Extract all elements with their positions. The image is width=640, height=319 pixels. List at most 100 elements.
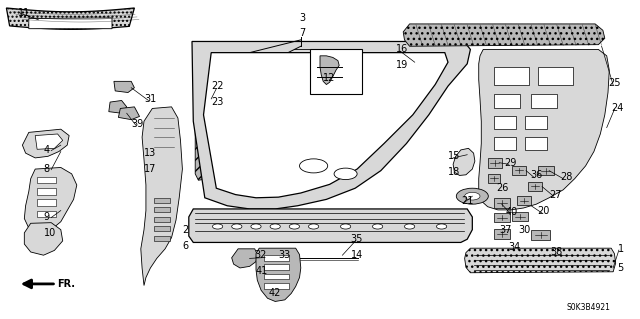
Text: 40: 40 xyxy=(506,207,518,217)
Text: 8: 8 xyxy=(44,164,50,174)
Circle shape xyxy=(251,224,261,229)
Text: 35: 35 xyxy=(351,234,363,244)
Text: 26: 26 xyxy=(496,183,508,193)
Text: FR.: FR. xyxy=(58,279,76,289)
Text: 6: 6 xyxy=(182,241,189,251)
Bar xyxy=(154,226,170,231)
Text: 36: 36 xyxy=(530,170,542,181)
Circle shape xyxy=(300,159,328,173)
Polygon shape xyxy=(22,129,69,158)
Text: 34: 34 xyxy=(509,242,521,252)
Bar xyxy=(310,49,362,94)
Circle shape xyxy=(372,224,383,229)
Text: S0K3B4921: S0K3B4921 xyxy=(567,303,611,312)
Circle shape xyxy=(334,168,357,180)
Text: 30: 30 xyxy=(518,225,531,235)
Polygon shape xyxy=(24,167,77,233)
Text: 33: 33 xyxy=(278,250,291,260)
Polygon shape xyxy=(232,249,257,268)
Text: 9: 9 xyxy=(44,212,50,222)
Bar xyxy=(154,236,170,241)
Bar xyxy=(154,198,170,203)
Text: 27: 27 xyxy=(549,189,562,200)
Text: 13: 13 xyxy=(144,148,156,158)
Text: 18: 18 xyxy=(448,167,460,177)
Text: 17: 17 xyxy=(144,164,156,174)
Polygon shape xyxy=(141,107,182,286)
Polygon shape xyxy=(35,134,63,149)
Circle shape xyxy=(436,224,447,229)
Bar xyxy=(264,264,289,270)
Polygon shape xyxy=(400,56,426,78)
Text: 1: 1 xyxy=(618,244,624,254)
Polygon shape xyxy=(403,24,605,46)
Polygon shape xyxy=(204,53,448,198)
Polygon shape xyxy=(109,100,127,113)
Polygon shape xyxy=(528,182,542,191)
Polygon shape xyxy=(24,223,63,255)
Bar xyxy=(154,217,170,222)
Text: 7: 7 xyxy=(299,28,305,39)
Polygon shape xyxy=(114,81,134,93)
Polygon shape xyxy=(118,107,140,120)
Bar xyxy=(494,137,516,150)
Polygon shape xyxy=(531,230,550,240)
Bar xyxy=(531,94,557,108)
Polygon shape xyxy=(512,166,526,175)
Polygon shape xyxy=(494,229,510,239)
Polygon shape xyxy=(488,174,500,183)
Text: 2: 2 xyxy=(182,225,189,235)
Polygon shape xyxy=(538,166,554,175)
Bar xyxy=(525,137,547,150)
Text: 19: 19 xyxy=(396,60,408,70)
Text: 4: 4 xyxy=(44,145,50,155)
Circle shape xyxy=(404,224,415,229)
Polygon shape xyxy=(256,248,301,301)
Polygon shape xyxy=(320,56,339,85)
Text: 12: 12 xyxy=(323,73,335,83)
Polygon shape xyxy=(192,41,470,209)
Bar xyxy=(494,116,516,129)
Text: 21: 21 xyxy=(461,196,473,206)
Bar xyxy=(37,211,56,217)
Text: 11: 11 xyxy=(18,8,30,18)
Bar xyxy=(494,67,529,85)
Polygon shape xyxy=(494,198,510,208)
Bar xyxy=(264,274,289,279)
Text: 41: 41 xyxy=(256,266,268,276)
Polygon shape xyxy=(479,49,609,210)
Polygon shape xyxy=(6,8,134,29)
Polygon shape xyxy=(29,18,112,29)
Text: 25: 25 xyxy=(608,78,621,88)
Bar xyxy=(37,177,56,183)
Polygon shape xyxy=(465,248,616,273)
Text: 29: 29 xyxy=(504,158,516,168)
Polygon shape xyxy=(453,148,475,175)
Bar xyxy=(264,283,289,289)
Text: 39: 39 xyxy=(131,119,143,130)
Text: 31: 31 xyxy=(144,94,156,104)
Text: 37: 37 xyxy=(499,225,511,235)
Bar xyxy=(37,199,56,206)
Text: 38: 38 xyxy=(550,247,563,257)
Text: 5: 5 xyxy=(618,263,624,273)
Circle shape xyxy=(465,192,480,200)
Bar xyxy=(264,255,289,261)
Text: 10: 10 xyxy=(44,228,56,238)
Polygon shape xyxy=(494,213,510,222)
Text: 32: 32 xyxy=(255,250,267,260)
Polygon shape xyxy=(195,62,232,180)
Polygon shape xyxy=(488,158,502,168)
Circle shape xyxy=(232,224,242,229)
Bar xyxy=(494,94,520,108)
Bar xyxy=(538,67,573,85)
Circle shape xyxy=(456,188,488,204)
Text: 23: 23 xyxy=(211,97,223,107)
Text: 24: 24 xyxy=(611,103,623,114)
Bar xyxy=(154,207,170,212)
Circle shape xyxy=(340,224,351,229)
Bar xyxy=(37,188,56,195)
Polygon shape xyxy=(189,209,472,242)
Text: 22: 22 xyxy=(211,81,224,91)
Circle shape xyxy=(289,224,300,229)
